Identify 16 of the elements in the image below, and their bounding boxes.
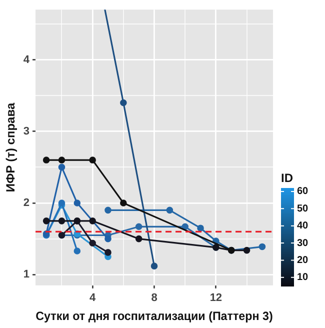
y-axis-title: ИФР (т) справа: [4, 102, 18, 192]
y-tick-label: 1: [23, 268, 30, 281]
y-tick-label: 4: [23, 54, 30, 66]
color-bar-label: 30: [297, 238, 309, 249]
color-bar-label: 20: [297, 254, 309, 266]
color-bar-label: 10: [297, 272, 309, 284]
x-axis-title: Сутки от дня госпитализации (Паттерн 3): [36, 308, 273, 324]
color-bar-label: 40: [297, 220, 309, 232]
y-tick-label: 3: [23, 125, 30, 138]
color-bar-label: 60: [297, 186, 309, 198]
x-tick-label: 8: [151, 292, 158, 304]
x-tick-label: 12: [210, 292, 222, 304]
x-tick-label: 4: [90, 292, 97, 304]
y-tick-label: 2: [23, 197, 30, 210]
color-bar-label: 50: [297, 203, 309, 214]
color-bar-title: ID: [281, 171, 294, 185]
